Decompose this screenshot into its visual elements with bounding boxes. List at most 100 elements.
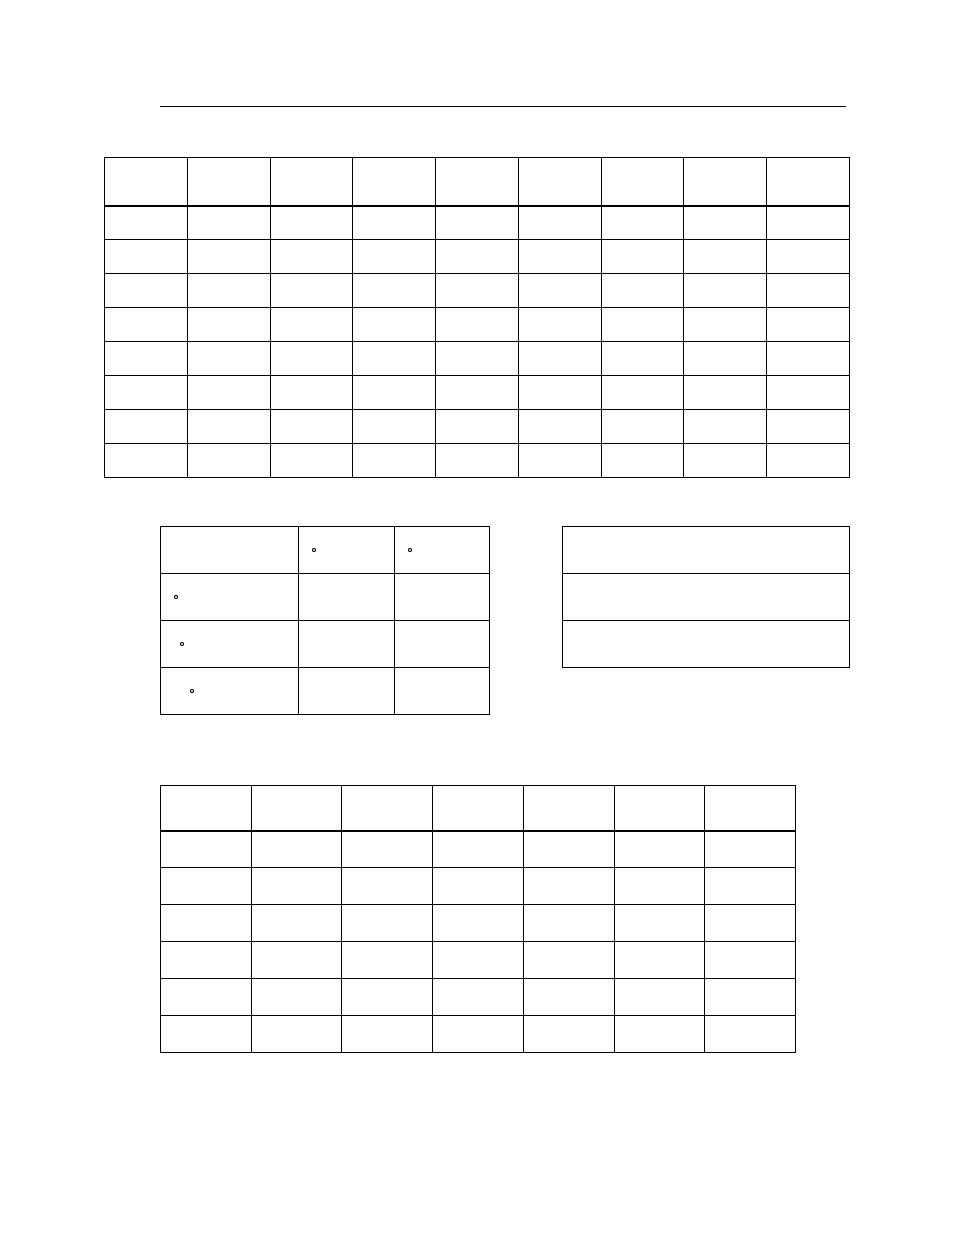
table-cell	[161, 979, 252, 1016]
table-cell	[684, 308, 767, 342]
table-header-cell	[187, 158, 270, 206]
table-row	[105, 376, 850, 410]
table-cell	[161, 831, 252, 868]
table-cell	[436, 376, 519, 410]
table-row	[105, 274, 850, 308]
table-cell	[705, 1016, 796, 1053]
table-header-cell	[394, 527, 490, 574]
table-row	[161, 905, 796, 942]
table-3	[562, 526, 850, 668]
table-cell	[684, 410, 767, 444]
table-cell	[601, 206, 684, 240]
table-cell	[518, 308, 601, 342]
table-cell	[433, 942, 524, 979]
table-cell	[161, 905, 252, 942]
table-cell	[601, 342, 684, 376]
table-cell	[684, 240, 767, 274]
table-cell	[518, 444, 601, 478]
table-cell	[614, 831, 705, 868]
table-row	[161, 979, 796, 1016]
table-row	[161, 621, 490, 668]
table-cell	[433, 831, 524, 868]
table-cell	[161, 1016, 252, 1053]
table-cell	[161, 942, 252, 979]
table-cell	[105, 410, 188, 444]
table-cell	[187, 274, 270, 308]
table-cell	[614, 868, 705, 905]
table-cell	[684, 444, 767, 478]
table-cell	[433, 979, 524, 1016]
table-cell	[523, 979, 614, 1016]
table-row	[161, 527, 490, 574]
table-header-cell	[251, 786, 342, 831]
table-header-cell	[105, 158, 188, 206]
table-cell	[563, 527, 850, 574]
table-cell	[614, 979, 705, 1016]
table-header-cell	[523, 786, 614, 831]
table-cell	[394, 668, 490, 715]
table-cell	[767, 376, 850, 410]
table-cell	[299, 621, 395, 668]
table-cell	[705, 979, 796, 1016]
table-cell	[353, 240, 436, 274]
table-cell	[614, 905, 705, 942]
table-cell	[523, 868, 614, 905]
table-cell	[705, 905, 796, 942]
table-cell	[518, 376, 601, 410]
table-cell	[161, 668, 299, 715]
table-cell	[270, 308, 353, 342]
table-cell	[105, 342, 188, 376]
table-cell	[436, 342, 519, 376]
title-rule	[160, 106, 846, 107]
table-cell	[187, 410, 270, 444]
table-row	[105, 444, 850, 478]
table-4	[160, 785, 796, 1053]
table-header-cell	[342, 786, 433, 831]
table-cell	[251, 1016, 342, 1053]
page	[0, 0, 954, 1113]
table-cell	[270, 342, 353, 376]
table-cell	[353, 444, 436, 478]
table-cell	[767, 444, 850, 478]
table-cell	[518, 342, 601, 376]
table-header-cell	[433, 786, 524, 831]
table-cell	[518, 274, 601, 308]
table-header-cell	[518, 158, 601, 206]
bullet-icon	[312, 548, 316, 552]
table-header-cell	[161, 527, 299, 574]
table-cell	[187, 342, 270, 376]
table-cell	[187, 376, 270, 410]
table-cell	[767, 342, 850, 376]
table-cell	[353, 274, 436, 308]
table-cell	[251, 942, 342, 979]
table-cell	[342, 868, 433, 905]
table-cell	[353, 410, 436, 444]
table-cell	[342, 905, 433, 942]
table-cell	[601, 444, 684, 478]
table-row	[563, 527, 850, 574]
table-row	[105, 410, 850, 444]
table-2	[160, 526, 490, 715]
table-cell	[187, 444, 270, 478]
table-cell	[353, 206, 436, 240]
table-header-cell	[161, 786, 252, 831]
table-cell	[767, 240, 850, 274]
table-cell	[251, 831, 342, 868]
table-header-cell	[705, 786, 796, 831]
middle-row	[160, 526, 850, 715]
table-cell	[342, 979, 433, 1016]
table-cell	[614, 942, 705, 979]
table-header-cell	[767, 158, 850, 206]
table-row	[161, 942, 796, 979]
table-cell	[767, 274, 850, 308]
table-cell	[523, 1016, 614, 1053]
table-row	[105, 206, 850, 240]
table-cell	[436, 240, 519, 274]
table-cell	[270, 240, 353, 274]
table-cell	[705, 868, 796, 905]
table-cell	[523, 942, 614, 979]
table-cell	[251, 868, 342, 905]
table-header-cell	[299, 527, 395, 574]
table-cell	[563, 621, 850, 668]
table-cell	[187, 240, 270, 274]
